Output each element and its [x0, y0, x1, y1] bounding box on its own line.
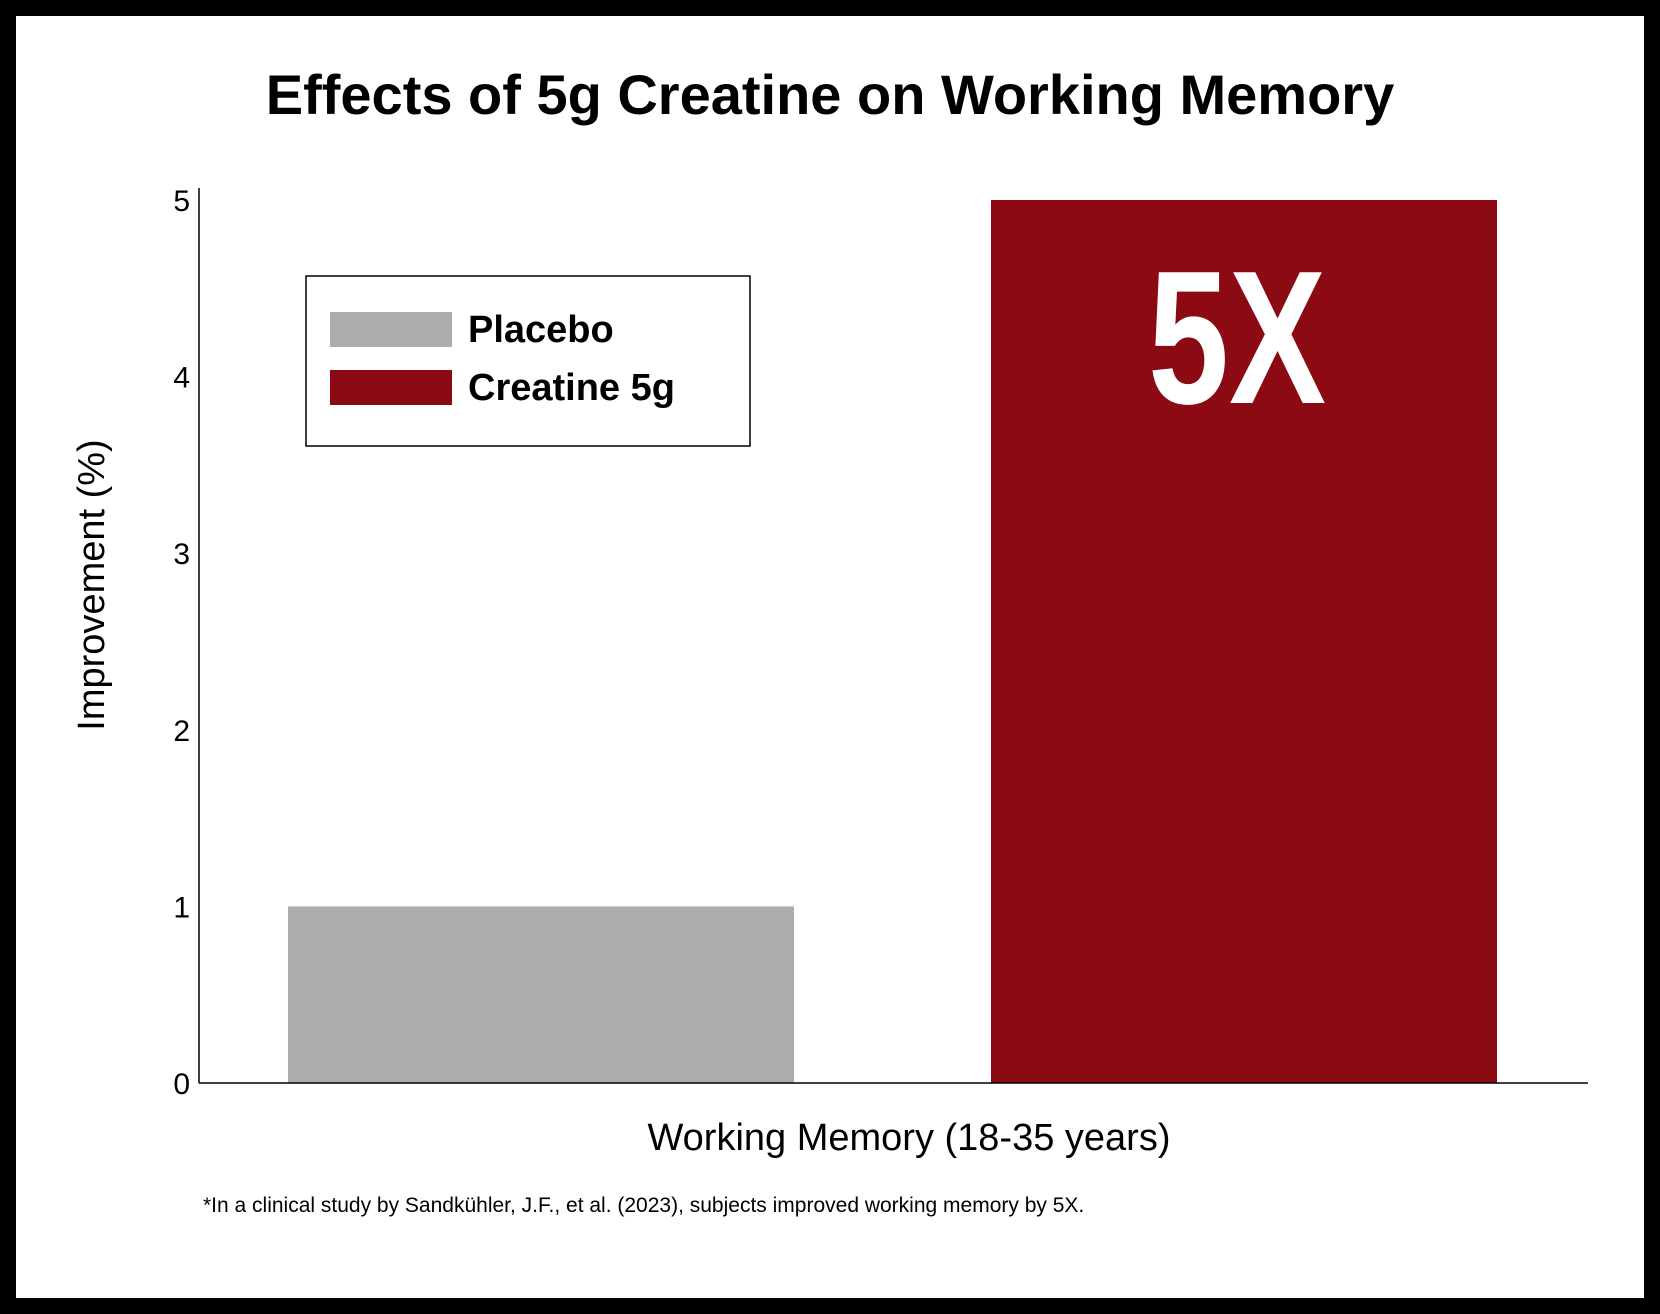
- y-axis-ticks: 0 1 2 3 4 5: [173, 185, 190, 1101]
- bar-creatine-5g: [991, 200, 1497, 1083]
- y-tick-label: 3: [173, 538, 190, 571]
- y-tick-label: 5: [173, 185, 190, 218]
- legend-swatch: [330, 370, 452, 405]
- y-tick-label: 0: [173, 1068, 190, 1101]
- bar-chart: Effects of 5g Creatine on Working Memory…: [71, 63, 1588, 1217]
- x-axis-label: Working Memory (18-35 years): [647, 1117, 1170, 1159]
- y-tick-label: 2: [173, 715, 190, 748]
- y-tick-label: 1: [173, 891, 190, 924]
- y-tick-label: 4: [173, 362, 190, 395]
- footnote: *In a clinical study by Sandkühler, J.F.…: [203, 1194, 1084, 1217]
- bar-annotation: 5X: [1148, 232, 1326, 444]
- bar-placebo: [288, 906, 794, 1083]
- bars: [288, 200, 1497, 1083]
- legend-box: [305, 275, 751, 447]
- chart-title: Effects of 5g Creatine on Working Memory: [266, 63, 1394, 126]
- legend-label: Placebo: [468, 309, 614, 351]
- legend-label: Creatine 5g: [468, 367, 675, 409]
- chart-card: Effects of 5g Creatine on Working Memory…: [16, 16, 1644, 1298]
- legend-swatch: [330, 312, 452, 347]
- y-axis-label: Improvement (%): [71, 439, 113, 730]
- legend: Placebo Creatine 5g: [305, 275, 751, 447]
